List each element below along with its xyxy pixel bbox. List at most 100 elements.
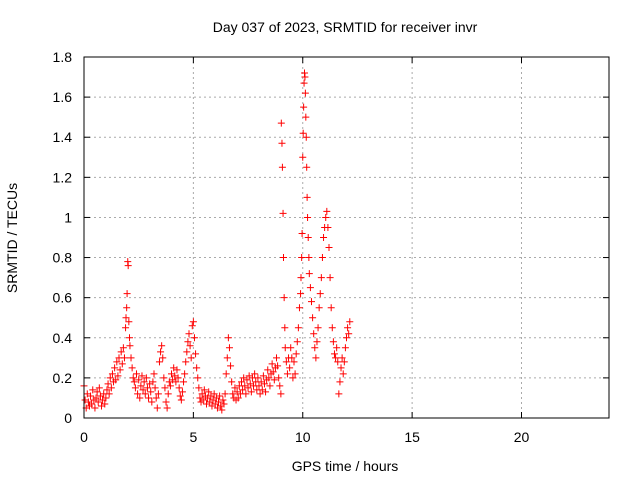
data-point bbox=[143, 384, 151, 392]
data-point bbox=[124, 262, 132, 270]
data-point bbox=[279, 209, 287, 217]
data-point bbox=[127, 354, 135, 362]
data-point bbox=[149, 378, 157, 386]
data-point bbox=[314, 324, 322, 332]
data-point bbox=[137, 382, 145, 390]
x-axis-label: GPS time / hours bbox=[292, 458, 399, 474]
data-point bbox=[328, 324, 336, 332]
data-point bbox=[335, 390, 343, 398]
data-point bbox=[334, 358, 342, 366]
data-point bbox=[101, 400, 109, 408]
data-point bbox=[107, 384, 115, 392]
data-point bbox=[138, 372, 146, 380]
data-point bbox=[88, 400, 96, 408]
data-point bbox=[286, 364, 294, 372]
data-point bbox=[123, 304, 131, 312]
data-point bbox=[277, 119, 285, 127]
data-point bbox=[305, 270, 313, 278]
data-point bbox=[318, 254, 326, 262]
data-point bbox=[94, 398, 102, 406]
data-point bbox=[223, 354, 231, 362]
data-point bbox=[287, 344, 295, 352]
data-point bbox=[308, 298, 315, 306]
data-point bbox=[278, 139, 286, 147]
data-point bbox=[155, 358, 163, 366]
data-point bbox=[255, 382, 263, 390]
data-point bbox=[195, 384, 203, 392]
data-point bbox=[343, 334, 350, 342]
data-point bbox=[163, 404, 171, 412]
data-point bbox=[344, 324, 352, 332]
data-point bbox=[108, 370, 116, 378]
data-point bbox=[333, 344, 341, 352]
axis-ticks: 0 0.2 0.4 0.6 0.8 1 1.2 1.4 1.6 1.8 0 5 10 15 20 bbox=[53, 49, 609, 445]
data-point bbox=[102, 394, 110, 402]
data-point bbox=[266, 382, 274, 390]
data-point bbox=[224, 334, 232, 342]
data-point bbox=[310, 330, 318, 338]
data-point bbox=[288, 354, 296, 362]
data-point bbox=[265, 374, 273, 382]
plot-frame bbox=[83, 56, 610, 419]
data-point bbox=[345, 330, 353, 338]
x-tick-label: 0 bbox=[80, 429, 88, 445]
data-point bbox=[329, 338, 337, 346]
data-point bbox=[242, 390, 250, 398]
data-point bbox=[256, 390, 264, 398]
data-point bbox=[222, 370, 230, 378]
data-point bbox=[125, 318, 133, 326]
data-point bbox=[205, 388, 213, 396]
data-point bbox=[322, 213, 330, 221]
data-point bbox=[239, 386, 247, 394]
x-tick-label: 5 bbox=[189, 429, 197, 445]
data-point bbox=[324, 223, 332, 231]
data-point bbox=[275, 374, 283, 382]
data-point bbox=[126, 342, 134, 350]
data-point bbox=[277, 390, 285, 398]
data-point bbox=[140, 378, 148, 386]
data-point bbox=[309, 314, 317, 322]
data-point bbox=[313, 338, 321, 346]
data-point bbox=[187, 354, 195, 362]
data-point bbox=[260, 380, 268, 388]
data-point bbox=[262, 388, 270, 396]
data-point bbox=[340, 358, 348, 366]
data-point bbox=[183, 348, 191, 356]
data-point bbox=[317, 274, 325, 282]
data-point bbox=[282, 358, 290, 366]
data-point bbox=[320, 234, 328, 241]
data-point bbox=[89, 386, 97, 394]
data-point bbox=[186, 342, 194, 350]
data-point bbox=[148, 398, 156, 406]
data-point bbox=[112, 376, 120, 384]
y-tick-label: 0.8 bbox=[53, 250, 73, 266]
data-point bbox=[280, 254, 287, 262]
data-point bbox=[325, 244, 333, 252]
data-point bbox=[177, 396, 185, 404]
data-point bbox=[251, 370, 259, 378]
data-point bbox=[225, 344, 233, 352]
data-point bbox=[194, 374, 202, 382]
data-point bbox=[330, 350, 338, 358]
data-point bbox=[136, 394, 144, 402]
data-point bbox=[304, 213, 312, 221]
data-point bbox=[135, 376, 143, 384]
data-point bbox=[134, 390, 142, 398]
data-point bbox=[289, 374, 297, 382]
data-point bbox=[228, 378, 236, 386]
data-point bbox=[273, 354, 280, 362]
data-point bbox=[184, 338, 192, 346]
data-point bbox=[290, 358, 298, 366]
data-point bbox=[178, 388, 186, 396]
y-tick-label: 1.8 bbox=[53, 49, 73, 65]
data-point bbox=[243, 376, 251, 384]
data-point bbox=[338, 354, 346, 362]
data-point bbox=[346, 318, 354, 326]
data-point bbox=[294, 324, 302, 332]
data-point bbox=[218, 406, 226, 414]
data-point bbox=[105, 390, 113, 398]
data-point bbox=[151, 384, 159, 392]
data-point bbox=[247, 388, 255, 396]
